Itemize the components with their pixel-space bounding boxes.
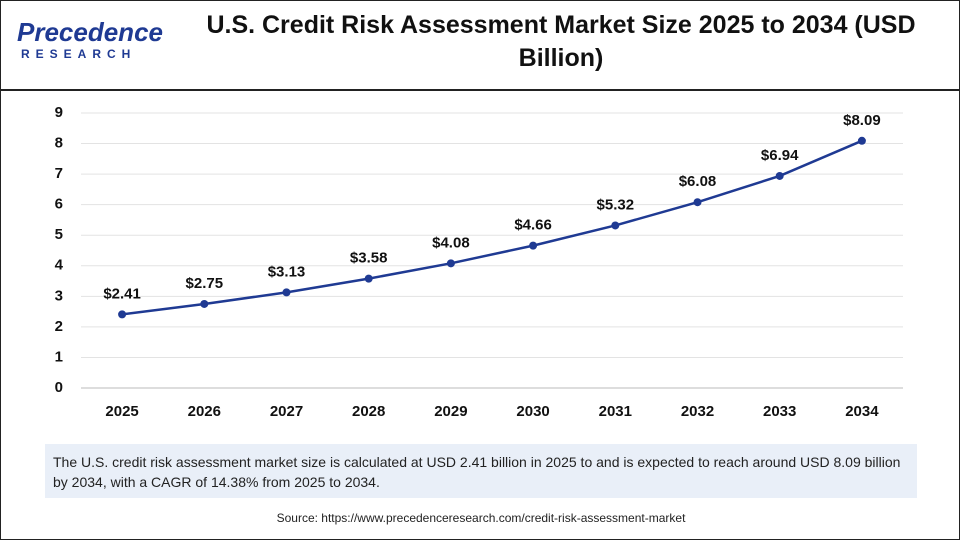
data-point bbox=[200, 299, 209, 308]
data-point bbox=[693, 198, 702, 207]
data-label: $8.09 bbox=[843, 112, 881, 129]
data-label: $5.32 bbox=[597, 196, 635, 213]
data-label: $6.08 bbox=[679, 173, 717, 190]
x-tick-label: 2031 bbox=[599, 403, 632, 420]
y-tick-label: 8 bbox=[55, 135, 63, 152]
y-tick-label: 7 bbox=[55, 165, 63, 182]
y-tick-label: 1 bbox=[55, 348, 63, 365]
data-label: $6.94 bbox=[761, 147, 799, 164]
data-point bbox=[282, 288, 291, 297]
data-point bbox=[446, 259, 455, 268]
x-tick-label: 2029 bbox=[434, 403, 467, 420]
y-tick-label: 5 bbox=[55, 226, 63, 243]
x-tick-label: 2033 bbox=[763, 403, 796, 420]
logo-name: Precedence bbox=[17, 17, 163, 47]
y-tick-label: 3 bbox=[55, 287, 63, 304]
data-point bbox=[857, 136, 866, 145]
data-label: $4.66 bbox=[514, 217, 552, 234]
y-tick-label: 6 bbox=[55, 196, 63, 213]
data-line bbox=[121, 139, 863, 316]
note: The U.S. credit risk assessment market s… bbox=[45, 444, 917, 498]
data-point bbox=[611, 221, 620, 230]
data-point bbox=[118, 310, 127, 319]
x-tick-label: 2025 bbox=[105, 403, 138, 420]
y-tick-label: 2 bbox=[55, 318, 63, 335]
header-rule bbox=[1, 89, 959, 91]
x-tick-label: 2032 bbox=[681, 403, 714, 420]
data-point bbox=[529, 241, 538, 250]
x-tick-label: 2027 bbox=[270, 403, 303, 420]
y-tick-label: 0 bbox=[55, 379, 63, 396]
data-label: $3.13 bbox=[268, 263, 306, 280]
data-label: $2.41 bbox=[103, 285, 141, 302]
data-point bbox=[364, 274, 373, 283]
x-tick-label: 2028 bbox=[352, 403, 385, 420]
data-label: $4.08 bbox=[432, 234, 470, 251]
x-tick-label: 2026 bbox=[188, 403, 221, 420]
x-tick-label: 2034 bbox=[845, 403, 879, 420]
chart-title: U.S. Credit Risk Assessment Market Size … bbox=[206, 11, 916, 72]
data-point bbox=[775, 171, 784, 180]
y-tick-label: 4 bbox=[55, 257, 64, 274]
x-tick-label: 2030 bbox=[516, 403, 549, 420]
source: Source: https://www.precedenceresearch.c… bbox=[276, 511, 686, 525]
data-label: $3.58 bbox=[350, 250, 388, 267]
data-label: $2.75 bbox=[186, 275, 224, 292]
logo-tagline: RESEARCH bbox=[21, 47, 137, 61]
y-tick-label: 9 bbox=[55, 104, 63, 121]
